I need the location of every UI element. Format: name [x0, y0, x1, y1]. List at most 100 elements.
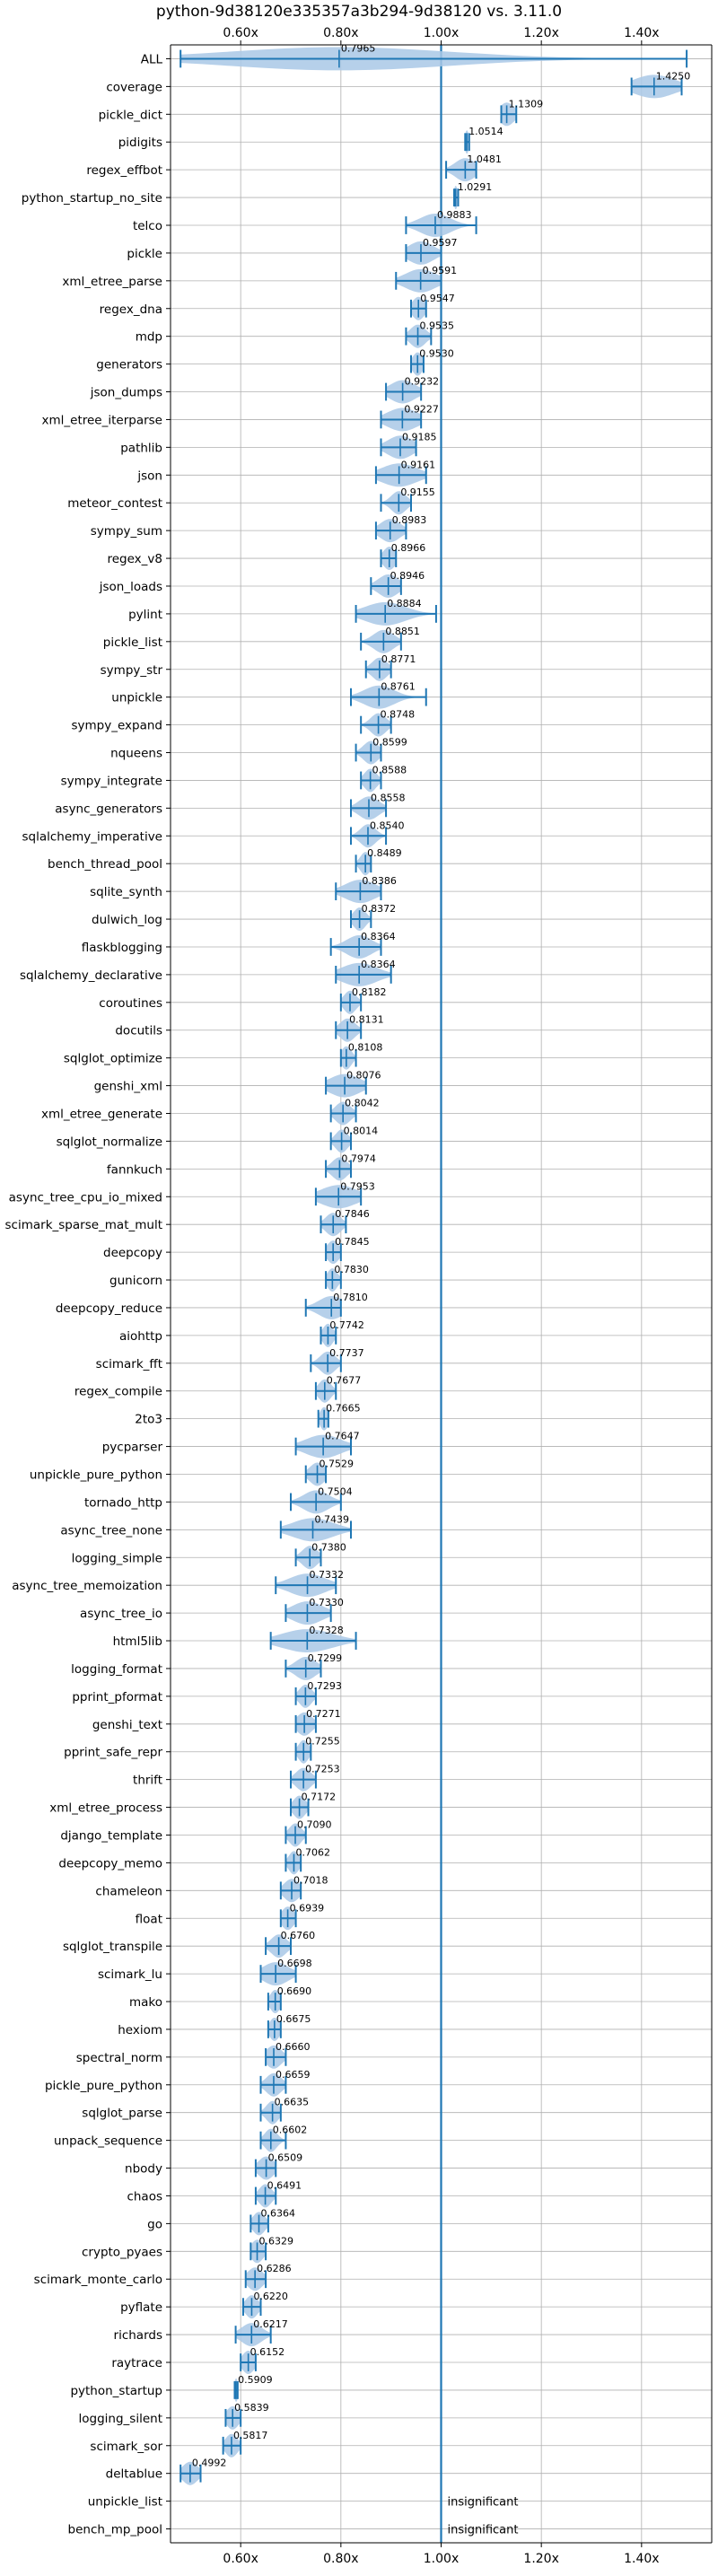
value-label: 0.7737 — [329, 1347, 364, 1359]
y-tick-label: logging_simple — [72, 1551, 162, 1565]
value-label: 0.6491 — [267, 2179, 302, 2191]
value-label: 0.7810 — [333, 1292, 368, 1303]
value-label: 0.7846 — [335, 1208, 370, 1220]
value-label: 0.8076 — [346, 1070, 381, 1082]
value-label: 1.0291 — [458, 181, 493, 193]
value-label: 0.7742 — [329, 1319, 364, 1331]
value-label: 0.6364 — [260, 2207, 295, 2219]
x-tick-label-top: 0.60x — [223, 26, 258, 40]
value-label: 0.7974 — [341, 1152, 376, 1164]
value-label: 0.9155 — [400, 486, 435, 498]
y-tick-label: nbody — [125, 2162, 162, 2177]
y-tick-label: ALL — [141, 52, 163, 66]
insignificant-label: insignificant — [448, 2496, 519, 2510]
y-tick-label: scimark_monte_carlo — [34, 2273, 162, 2287]
y-tick-label: pickle_pure_python — [45, 2079, 162, 2093]
y-tick-label: sqlalchemy_declarative — [20, 968, 162, 983]
value-label: 0.6509 — [268, 2152, 303, 2164]
value-label: 0.9161 — [401, 459, 436, 470]
value-label: 0.8042 — [345, 1098, 380, 1109]
violin-layer — [180, 47, 688, 2485]
y-tick-label: deepcopy_memo — [58, 1856, 162, 1871]
y-tick-label: async_tree_cpu_io_mixed — [9, 1190, 162, 1205]
y-tick-label: hexiom — [118, 2023, 162, 2037]
y-tick-label: unpickle — [111, 691, 162, 705]
y-tick-label: fannkuch — [107, 1162, 162, 1177]
y-tick-label: deltablue — [106, 2467, 162, 2482]
y-tick-label: html5lib — [113, 1634, 162, 1649]
y-tick-label: flaskblogging — [82, 941, 162, 955]
x-tick-label-bottom: 0.80x — [323, 2552, 358, 2566]
value-label: 0.7018 — [293, 1874, 328, 1886]
y-tick-label: spectral_norm — [76, 2051, 162, 2065]
value-label: 0.7439 — [315, 1513, 350, 1525]
y-tick-label: sympy_expand — [71, 719, 162, 733]
value-label: 0.6602 — [273, 2125, 308, 2136]
y-tick-label: scimark_fft — [96, 1357, 162, 1371]
y-tick-label: pathlib — [120, 441, 162, 455]
value-label: 0.8014 — [344, 1125, 379, 1136]
value-label: 0.7253 — [305, 1764, 340, 1775]
value-label: 0.8182 — [352, 986, 387, 998]
value-label: 0.6939 — [290, 1902, 325, 1914]
y-tick-label: regex_effbot — [86, 163, 162, 178]
y-tick-label: bench_thread_pool — [48, 857, 162, 872]
y-tick-label: sympy_integrate — [61, 774, 162, 788]
value-label: 0.9227 — [404, 403, 439, 415]
y-tick-label: pprint_pformat — [72, 1690, 162, 1704]
y-tick-label: sqlglot_normalize — [57, 1135, 162, 1149]
value-label: 0.6698 — [277, 1958, 312, 1969]
x-tick-label-top: 1.40x — [624, 26, 659, 40]
value-label: 0.8884 — [387, 598, 422, 609]
value-label: 0.5909 — [238, 2374, 273, 2386]
value-label: 1.1309 — [509, 98, 544, 110]
value-label: 0.8131 — [349, 1014, 384, 1026]
y-tick-label: scimark_lu — [98, 1967, 162, 1982]
y-tick-label: gunicorn — [109, 1274, 162, 1288]
y-tick-label: tornado_http — [84, 1495, 162, 1510]
axis-layer: 0.60x 0.60x 0.80x 0.80x 1.00x 1.00x 1.20x 1.20x… — [5, 26, 713, 2566]
y-tick-label: json — [136, 469, 162, 483]
value-label: 0.9883 — [437, 209, 472, 221]
y-tick-label: richards — [114, 2328, 162, 2343]
value-label: 0.9232 — [405, 376, 440, 388]
y-tick-label: dulwich_log — [92, 913, 162, 927]
value-label: 0.8386 — [362, 875, 397, 887]
y-tick-label: unpickle_pure_python — [30, 1468, 162, 1482]
value-label: 0.8558 — [371, 792, 406, 803]
y-tick-label: float — [136, 1912, 162, 1926]
value-label: 0.9185 — [402, 431, 437, 442]
value-label: 0.8599 — [372, 737, 407, 749]
value-label: 0.8588 — [372, 764, 407, 775]
y-tick-label: sqlite_synth — [90, 885, 162, 899]
y-tick-label: bench_mp_pool — [68, 2523, 162, 2537]
y-tick-label: python_startup_no_site — [22, 191, 162, 206]
y-tick-label: pidigits — [118, 136, 162, 150]
y-tick-label: async_tree_io — [80, 1607, 162, 1621]
y-tick-label: pprint_safe_repr — [64, 1746, 162, 1760]
y-tick-label: thrift — [133, 1774, 162, 1788]
y-tick-label: unpack_sequence — [54, 2134, 162, 2149]
value-label: 0.8108 — [348, 1042, 383, 1054]
y-tick-label: deepcopy_reduce — [56, 1301, 162, 1316]
value-label: 0.8489 — [367, 847, 402, 859]
value-label: 0.6690 — [277, 1985, 312, 1997]
y-tick-label: regex_v8 — [107, 552, 162, 566]
y-tick-label: sqlalchemy_imperative — [22, 829, 163, 844]
value-label: 0.6660 — [276, 2041, 311, 2053]
y-tick-label: sqlglot_parse — [82, 2107, 162, 2121]
y-tick-label: python_startup — [70, 2384, 162, 2398]
value-label: 0.6152 — [250, 2346, 285, 2358]
y-tick-label: 2to3 — [135, 1413, 162, 1427]
y-tick-label: regex_compile — [74, 1385, 162, 1399]
value-label: 0.8851 — [385, 626, 420, 637]
y-tick-label: json_dumps — [90, 386, 162, 400]
value-label: 0.7299 — [308, 1652, 343, 1664]
y-tick-label: xml_etree_iterparse — [42, 413, 163, 427]
y-tick-label: docutils — [115, 1024, 162, 1038]
value-label: 0.7062 — [295, 1846, 330, 1858]
x-tick-label-bottom: 1.00x — [424, 2552, 459, 2566]
y-tick-label: regex_dna — [100, 302, 162, 317]
value-label: 0.6635 — [275, 2097, 310, 2108]
